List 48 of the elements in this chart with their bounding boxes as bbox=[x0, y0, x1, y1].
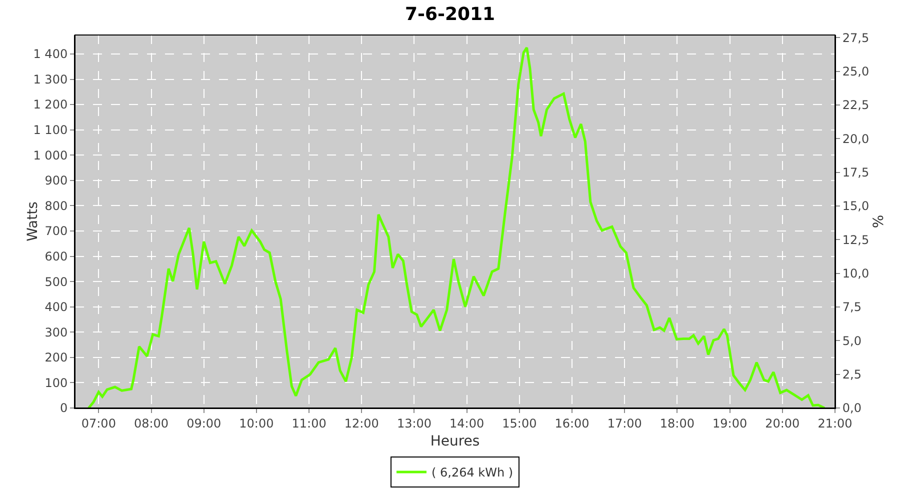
y-tick-label: 700 bbox=[44, 224, 68, 238]
y-tick-label: 600 bbox=[44, 249, 68, 264]
y-tick-label: 100 bbox=[44, 376, 68, 390]
y-tick-label: 500 bbox=[44, 274, 68, 289]
x-tick-label: 14:00 bbox=[450, 416, 484, 430]
y-tick-label: 800 bbox=[44, 198, 68, 213]
y-tick-label: 1 100 bbox=[33, 123, 68, 138]
x-tick-label: 11:00 bbox=[292, 416, 326, 430]
y-tick-label: 300 bbox=[44, 325, 68, 340]
x-tick-label: 19:00 bbox=[712, 416, 748, 430]
y2-tick-label: 22,5 bbox=[842, 98, 870, 112]
x-tick-label: 08:00 bbox=[134, 416, 169, 430]
chart-title: 7-6-2011 bbox=[404, 4, 496, 26]
x-tick-label: 09:00 bbox=[186, 416, 222, 430]
y-tick-label: 1 400 bbox=[33, 47, 68, 62]
y-axis-title: Watts bbox=[25, 202, 41, 242]
x-tick-label: 18:00 bbox=[660, 416, 695, 430]
y2-axis-title: % bbox=[871, 214, 888, 228]
y2-tick-label: 25,0 bbox=[842, 64, 870, 79]
x-tick-label: 12:00 bbox=[344, 416, 379, 430]
y2-tick-label: 2,5 bbox=[842, 368, 862, 382]
legend-label: ( 6,264 kWh ) bbox=[432, 466, 514, 480]
x-axis-title: Heures bbox=[430, 434, 480, 450]
y2-tick-label: 17,5 bbox=[842, 166, 870, 180]
x-tick-label: 13:00 bbox=[396, 416, 432, 430]
x-tick-label: 17:00 bbox=[607, 416, 642, 430]
y2-tick-label: 10,0 bbox=[842, 266, 870, 281]
y-tick-label: 200 bbox=[44, 350, 68, 365]
y-tick-label: 400 bbox=[44, 300, 68, 314]
y2-tick-label: 7,5 bbox=[842, 300, 862, 314]
x-tick-label: 21:00 bbox=[818, 416, 852, 430]
y2-tick-label: 20,0 bbox=[842, 132, 870, 146]
y2-tick-label: 12,5 bbox=[842, 232, 870, 247]
y2-tick-label: 15,0 bbox=[842, 199, 870, 214]
y2-tick-label: 5,0 bbox=[842, 334, 862, 348]
x-tick-label: 10:00 bbox=[239, 416, 274, 430]
x-tick-label: 20:00 bbox=[765, 416, 800, 430]
y-tick-label: 900 bbox=[44, 174, 68, 188]
line-series bbox=[87, 46, 826, 408]
y-tick-label: 1 000 bbox=[33, 148, 68, 162]
x-tick-label: 07:00 bbox=[81, 416, 116, 430]
y-tick-label: 1 200 bbox=[33, 98, 68, 112]
x-tick-label: 15:00 bbox=[502, 416, 537, 430]
x-tick-label: 16:00 bbox=[554, 416, 590, 430]
y2-tick-label: 0,0 bbox=[842, 401, 862, 416]
y-tick-label: 1 300 bbox=[33, 72, 68, 86]
y-tick-label: 0 bbox=[60, 401, 68, 416]
y2-tick-label: 27,5 bbox=[842, 30, 870, 45]
